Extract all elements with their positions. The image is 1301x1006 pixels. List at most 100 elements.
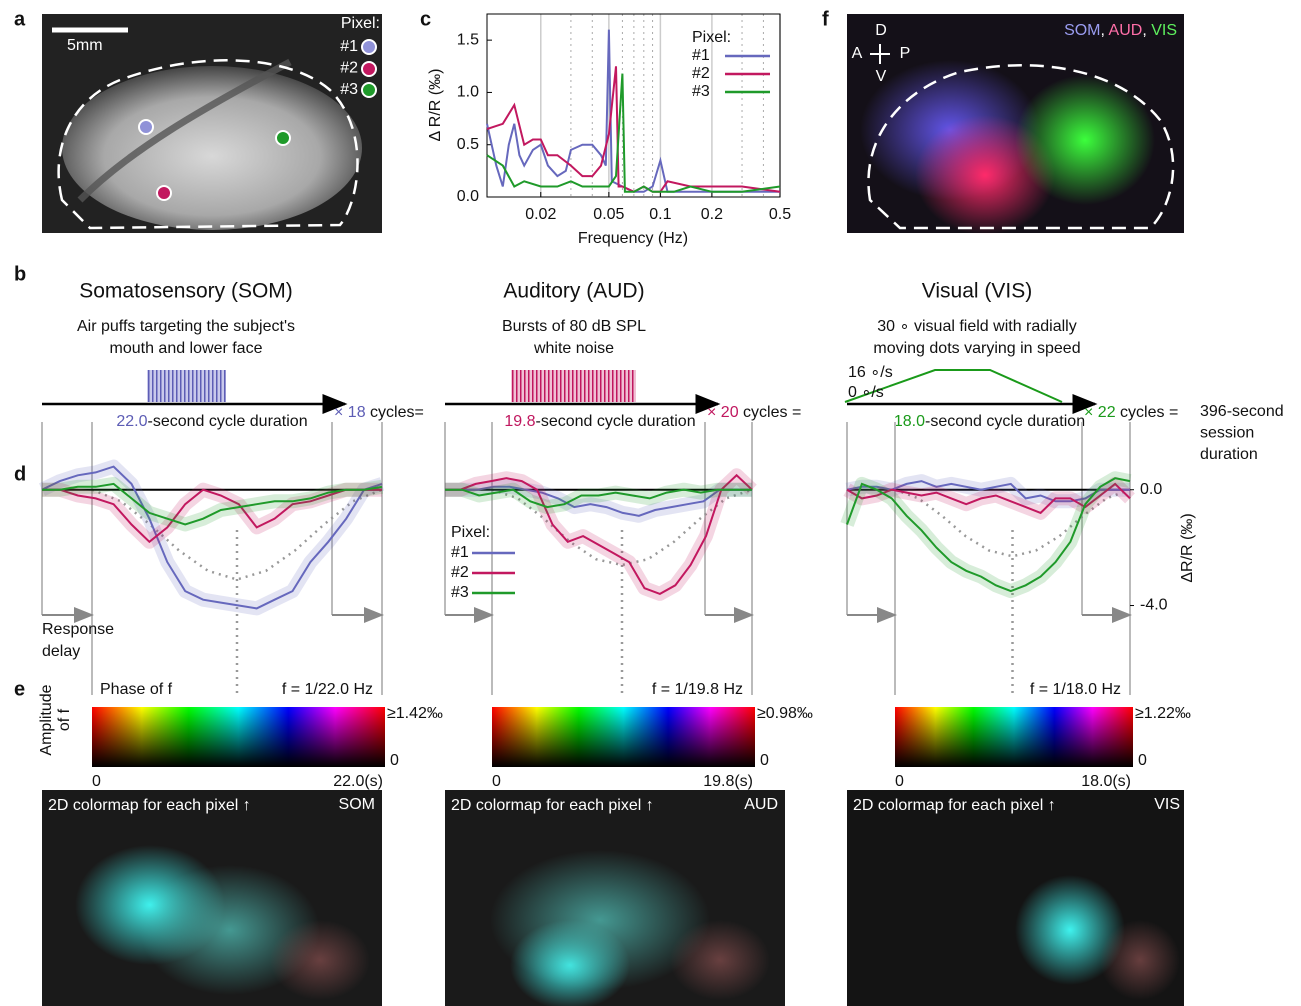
session-duration: session — [1200, 425, 1254, 442]
panel-label: b — [14, 263, 26, 285]
cycle-duration: 22.0-second cycle duration — [116, 413, 307, 430]
modality-title: Somatosensory (SOM) — [79, 280, 293, 303]
x-tick-label: 0.5 — [769, 206, 791, 223]
phase-start: 0 — [492, 773, 501, 790]
cycle-seconds: 19.8 — [504, 413, 535, 430]
phase-end: 18.0(s) — [1081, 773, 1131, 790]
map-tag: AUD — [744, 796, 778, 813]
stimulus-block — [511, 370, 636, 402]
y-tick-label: -4.0 — [1140, 597, 1168, 614]
legend-entry: AUD — [1109, 22, 1143, 39]
legend-entry: #2 — [451, 564, 469, 581]
stimulus-speed — [844, 369, 1063, 403]
cycles-text: cycles = — [1116, 404, 1179, 421]
cycle-count: × 22 cycles = — [1084, 404, 1178, 421]
panel-label: f — [822, 8, 829, 30]
map-tag: SOM — [339, 796, 375, 813]
trace-line — [846, 477, 1131, 593]
legend-entry: #3 — [340, 81, 358, 98]
amplitude-max: ≥1.42‰ — [387, 705, 443, 722]
speed-label: 16 ∘/s — [848, 364, 893, 381]
speed-label: 0 ∘/s — [848, 384, 884, 401]
cycle-text: -second cycle duration — [925, 413, 1085, 430]
panel-label: a — [14, 8, 26, 30]
trace-line — [445, 485, 752, 517]
panel-f-image — [847, 14, 1184, 235]
cycles-text: cycles= — [366, 404, 424, 421]
spectrum-line — [486, 29, 780, 193]
legend-entry: , — [1142, 22, 1151, 39]
cycle-duration: 18.0-second cycle duration — [894, 413, 1085, 430]
multiplier: × 22 — [1084, 404, 1116, 421]
response-delay: delay — [42, 643, 80, 660]
legend-title: Pixel: — [341, 15, 380, 32]
amplitude-min: 0 — [1138, 752, 1147, 769]
legend-entry: #2 — [692, 65, 710, 82]
y-tick-label: 0.0 — [457, 188, 479, 205]
trace-line — [846, 480, 1130, 503]
panel-a-image — [42, 14, 382, 233]
y-tick-label: 1.0 — [457, 84, 479, 101]
y-tick-label: 0.0 — [1140, 481, 1162, 498]
legend-title: Pixel: — [692, 29, 731, 46]
stimulus-description: white noise — [533, 340, 614, 357]
legend-entry: SOM — [1064, 22, 1100, 39]
x-tick-label: 0.2 — [701, 206, 723, 223]
phase-end: 19.8(s) — [703, 773, 753, 790]
frequency-label: f = 1/22.0 Hz — [282, 681, 373, 698]
spectrum-line — [486, 73, 781, 193]
legend-entry: #3 — [692, 83, 710, 100]
legend-entry: , — [1101, 22, 1109, 39]
legend-entry: #2 — [340, 60, 358, 77]
amplitude-min: 0 — [390, 752, 399, 769]
map-tag: VIS — [1154, 796, 1180, 813]
phase-start: 0 — [92, 773, 101, 790]
stimulus-description: mouth and lower face — [110, 340, 263, 357]
phase-label: Phase of f — [100, 681, 173, 698]
stimulus-description: moving dots varying in speed — [873, 340, 1080, 357]
spectrum-line — [486, 66, 781, 193]
phase-start: 0 — [895, 773, 904, 790]
x-tick-label: 0.05 — [593, 206, 624, 223]
cycle-duration: 19.8-second cycle duration — [504, 413, 695, 430]
scale-bar-label: 5mm — [67, 37, 103, 54]
orientation: P — [900, 45, 911, 62]
response-delay: Response — [42, 621, 114, 638]
legend-entry: #3 — [451, 584, 469, 601]
modality-title: Auditory (AUD) — [503, 280, 644, 303]
orientation: A — [852, 45, 863, 62]
amplitude-max: ≥0.98‰ — [757, 705, 813, 722]
frequency-label: f = 1/18.0 Hz — [1030, 681, 1121, 698]
y-axis-label: Δ R/R (‰) — [427, 69, 444, 142]
frequency-label: f = 1/19.8 Hz — [652, 681, 743, 698]
trace-line — [42, 482, 383, 526]
cycle-seconds: 22.0 — [116, 413, 147, 430]
legend-entry: #1 — [692, 47, 710, 64]
map-caption: 2D colormap for each pixel ↑ — [48, 797, 251, 814]
y-tick-label: 0.5 — [457, 136, 479, 153]
orientation: V — [876, 68, 887, 85]
amplitude-max: ≥1.22‰ — [1135, 705, 1191, 722]
cycle-text: -second cycle duration — [148, 413, 308, 430]
colorbar-fade — [92, 707, 385, 767]
x-tick-label: 0.1 — [649, 206, 671, 223]
trace-line — [445, 488, 752, 509]
cycle-count: × 18 cycles= — [334, 404, 424, 421]
cycle-text: -second cycle duration — [536, 413, 696, 430]
amplitude-label: Amplitude — [38, 684, 55, 755]
f-legend: SOM, AUD, VIS — [1064, 22, 1177, 39]
trace-line — [445, 473, 753, 595]
trace-line — [846, 482, 1131, 515]
panel-label: e — [14, 678, 25, 700]
map-caption: 2D colormap for each pixel ↑ — [853, 797, 1056, 814]
colorbar-fade — [492, 707, 755, 767]
stimulus-block — [147, 370, 226, 402]
map-caption: 2D colormap for each pixel ↑ — [451, 797, 654, 814]
panel-label: c — [420, 8, 431, 30]
legend-entry: #1 — [451, 544, 469, 561]
amplitude-min: 0 — [760, 752, 769, 769]
legend-entry: VIS — [1151, 22, 1177, 39]
plot-frame — [486, 13, 781, 198]
trace-line — [42, 488, 382, 544]
